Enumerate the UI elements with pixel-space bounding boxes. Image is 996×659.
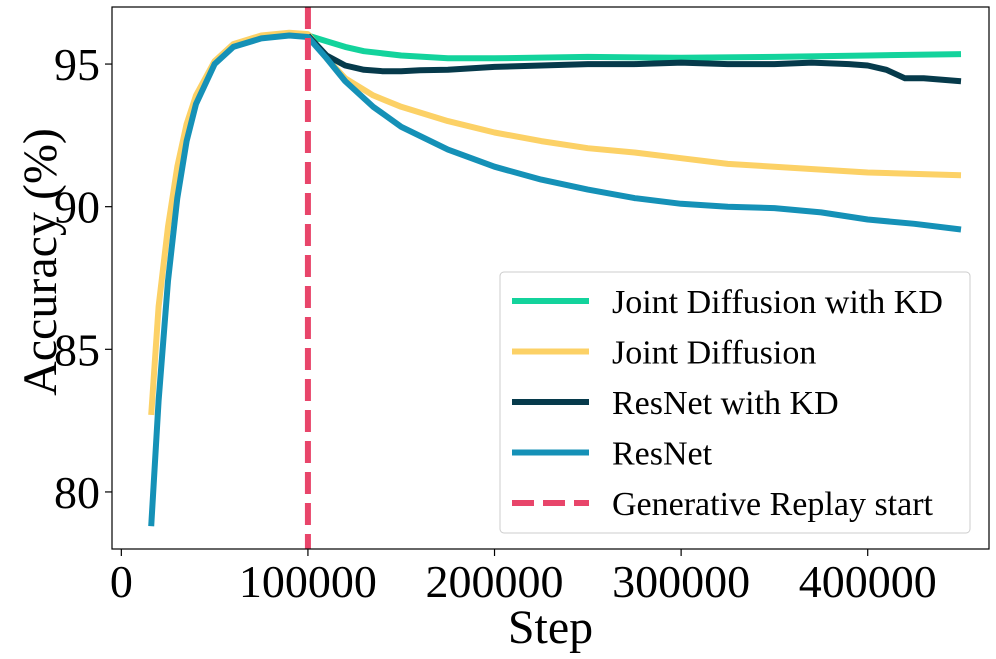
legend-label: ResNet with KD: [612, 385, 839, 422]
x-tick-label: 300000: [612, 556, 750, 607]
y-tick-label: 85: [54, 324, 100, 375]
y-axis: 80 85 90 95: [54, 39, 112, 518]
y-tick-label: 90: [54, 182, 100, 233]
x-tick-label: 200000: [426, 556, 564, 607]
x-axis: 0 100000 200000 300000 400000: [110, 549, 937, 607]
series-line-joint-diffusion: [148, 29, 962, 416]
x-tick-label: 400000: [799, 556, 937, 607]
legend-box: [499, 271, 971, 534]
series-line-resnet: [148, 32, 962, 527]
series-line-joint-diffusion-with-kd: [307, 32, 962, 62]
series-line-resnet-with-kd: [305, 33, 962, 85]
series-layer: [148, 29, 962, 527]
legend-label: Joint Diffusion with KD: [612, 284, 943, 321]
x-axis-title: Step: [508, 601, 593, 654]
y-tick-label: 95: [54, 39, 100, 90]
legend-items: Joint Diffusion with KD Joint Diffusion Re…: [512, 284, 943, 523]
legend-label: ResNet: [612, 436, 713, 473]
x-tick-label: 0: [110, 556, 133, 607]
legend-label: Joint Diffusion: [612, 335, 816, 372]
y-tick-label: 80: [54, 467, 100, 518]
x-tick-label: 100000: [239, 556, 377, 607]
legend: Joint Diffusion with KD Joint Diffusion Re…: [499, 271, 971, 534]
plot-frame: [111, 6, 990, 550]
legend-label: Generative Replay start: [612, 486, 934, 523]
y-axis-title: Accuracy (%): [14, 128, 67, 396]
